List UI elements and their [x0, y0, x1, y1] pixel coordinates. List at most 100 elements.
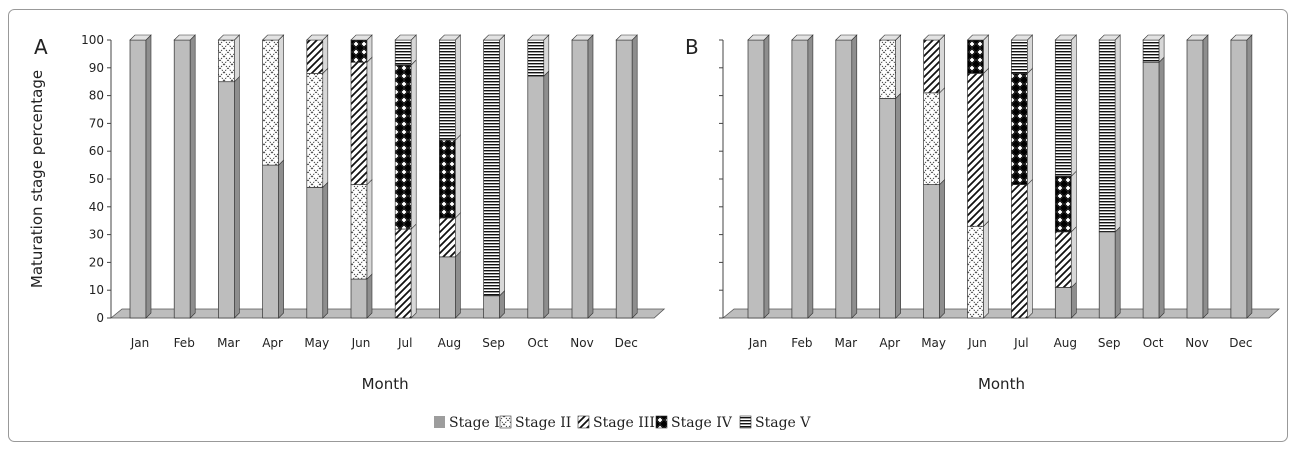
bar-top [350, 34, 373, 41]
x-tick-label-jul: Jul [1013, 336, 1028, 350]
bar-side-stage-iii [410, 223, 417, 319]
x-tick-label-apr: Apr [262, 336, 283, 350]
bar-top [922, 34, 946, 41]
bar-apr [878, 34, 902, 319]
y-tick-label: 40 [89, 200, 104, 214]
bar-side-stage-i [234, 75, 240, 319]
bar-side-stage-i [1114, 226, 1121, 319]
legend-swatch-stage-v [739, 415, 752, 429]
bar-segment-stage-iii [439, 217, 456, 258]
y-tick-label: 80 [89, 89, 104, 103]
bar-feb [173, 34, 196, 319]
bar-segment-stage-iv [1054, 175, 1072, 233]
bar-nov [571, 34, 594, 319]
bar-top [438, 34, 462, 41]
bar-segment-stage-i [218, 81, 235, 319]
bar-segment-stage-i [791, 39, 809, 319]
x-tick-label-may: May [304, 336, 329, 350]
bar-segment-stage-i [483, 295, 500, 319]
bar-side-stage-v [1027, 34, 1033, 75]
panel-letter: B [685, 35, 699, 59]
bar-mar [217, 34, 241, 319]
bar-segment-stage-i [615, 39, 633, 319]
bar-segment-stage-v [527, 39, 545, 77]
bar-segment-stage-iv [1011, 73, 1028, 185]
bar-side-stage-i [322, 181, 329, 319]
y-tick-label: 60 [89, 144, 104, 158]
bar-top [1010, 34, 1034, 41]
bar-top [394, 34, 417, 41]
x-axis-label: Month [362, 375, 409, 393]
bar-side-stage-iii [939, 34, 945, 94]
bar-side-stage-i [895, 92, 902, 319]
bar-segment-stage-ii [306, 73, 324, 188]
bar-side-stage-i [543, 70, 550, 319]
bar-apr [261, 34, 285, 319]
legend-item-stage-iv: Stage IV [655, 415, 733, 431]
bar-side-stage-ii [939, 87, 945, 186]
x-tick-label-jan: Jan [130, 336, 150, 350]
legend-label: Stage IV [671, 415, 733, 431]
bar-segment-stage-v [1142, 39, 1160, 63]
bar-side-stage-i [1158, 56, 1165, 319]
bar-mar [835, 34, 858, 319]
bar-side-stage-iii [322, 34, 329, 75]
bar-segment-stage-i [1054, 287, 1072, 319]
bar-segment-stage-i [173, 39, 191, 319]
legend-swatch-stage-iii [577, 415, 590, 429]
bar-top [878, 34, 902, 41]
bar-oct [527, 34, 550, 319]
bar-side-stage-v [543, 34, 550, 77]
bar-segment-stage-iii [394, 228, 412, 319]
legend-item-stage-i: Stage I [434, 415, 500, 431]
bar-aug [438, 34, 462, 319]
bar-side-stage-i [1202, 34, 1209, 319]
bar-segment-stage-iii [306, 39, 324, 74]
panel-a: A 0 10 20 30 40 50 60 70 80 90 100 Maturation stage … [28, 33, 666, 393]
bar-segment-stage-i [306, 186, 324, 319]
y-tick-label: 30 [89, 228, 104, 242]
bar-side-stage-i [366, 273, 373, 319]
bar-side-stage-ii [234, 34, 240, 83]
bar-side-stage-i [807, 34, 814, 319]
bar-segment-stage-iv [439, 139, 456, 219]
plot-floor [109, 308, 666, 319]
x-tick-label-aug: Aug [438, 336, 461, 350]
x-tick-label-nov: Nov [570, 336, 593, 350]
bar-side-stage-i [851, 34, 858, 319]
bar-segment-stage-ii [879, 39, 897, 99]
y-tick-label: 90 [89, 61, 104, 75]
bar-segment-stage-ii [350, 184, 368, 280]
bar-segment-stage-v [1054, 39, 1072, 177]
bar-top [966, 34, 990, 41]
legend-item-stage-iii: Stage III [577, 415, 655, 431]
bar-segment-stage-iv [967, 39, 984, 74]
bar-side-stage-ii [895, 34, 902, 100]
bar-top [1098, 34, 1121, 41]
bar-side-stage-i [189, 34, 196, 319]
legend-swatch-stage-i [434, 416, 445, 428]
bar-side-stage-iii [1071, 226, 1077, 289]
bar-segment-stage-iii [1054, 231, 1072, 288]
bar-segment-stage-v [394, 39, 412, 66]
x-tick-label-oct: Oct [1143, 336, 1164, 350]
bar-top [615, 34, 638, 41]
bar-side-stage-iv [1071, 170, 1077, 233]
bar-jun [350, 34, 373, 319]
legend-item-stage-v: Stage V [739, 415, 811, 431]
bar-top [482, 34, 506, 41]
bar-side-stage-ii [366, 178, 373, 280]
x-tick-label-jan: Jan [748, 336, 768, 350]
bar-side-stage-iii [983, 67, 989, 227]
legend-swatch-stage-ii [499, 415, 512, 429]
bar-segment-stage-i [262, 164, 279, 319]
plot-floor [721, 308, 1280, 319]
y-axis-label: Maturation stage percentage [28, 70, 46, 288]
bar-segment-stage-v [1098, 39, 1116, 233]
legend-label: Stage V [755, 415, 811, 431]
bar-segment-stage-iii [350, 61, 368, 185]
bar-jul [394, 34, 417, 319]
legend-label: Stage I [449, 415, 500, 431]
figure-frame [8, 9, 1288, 442]
